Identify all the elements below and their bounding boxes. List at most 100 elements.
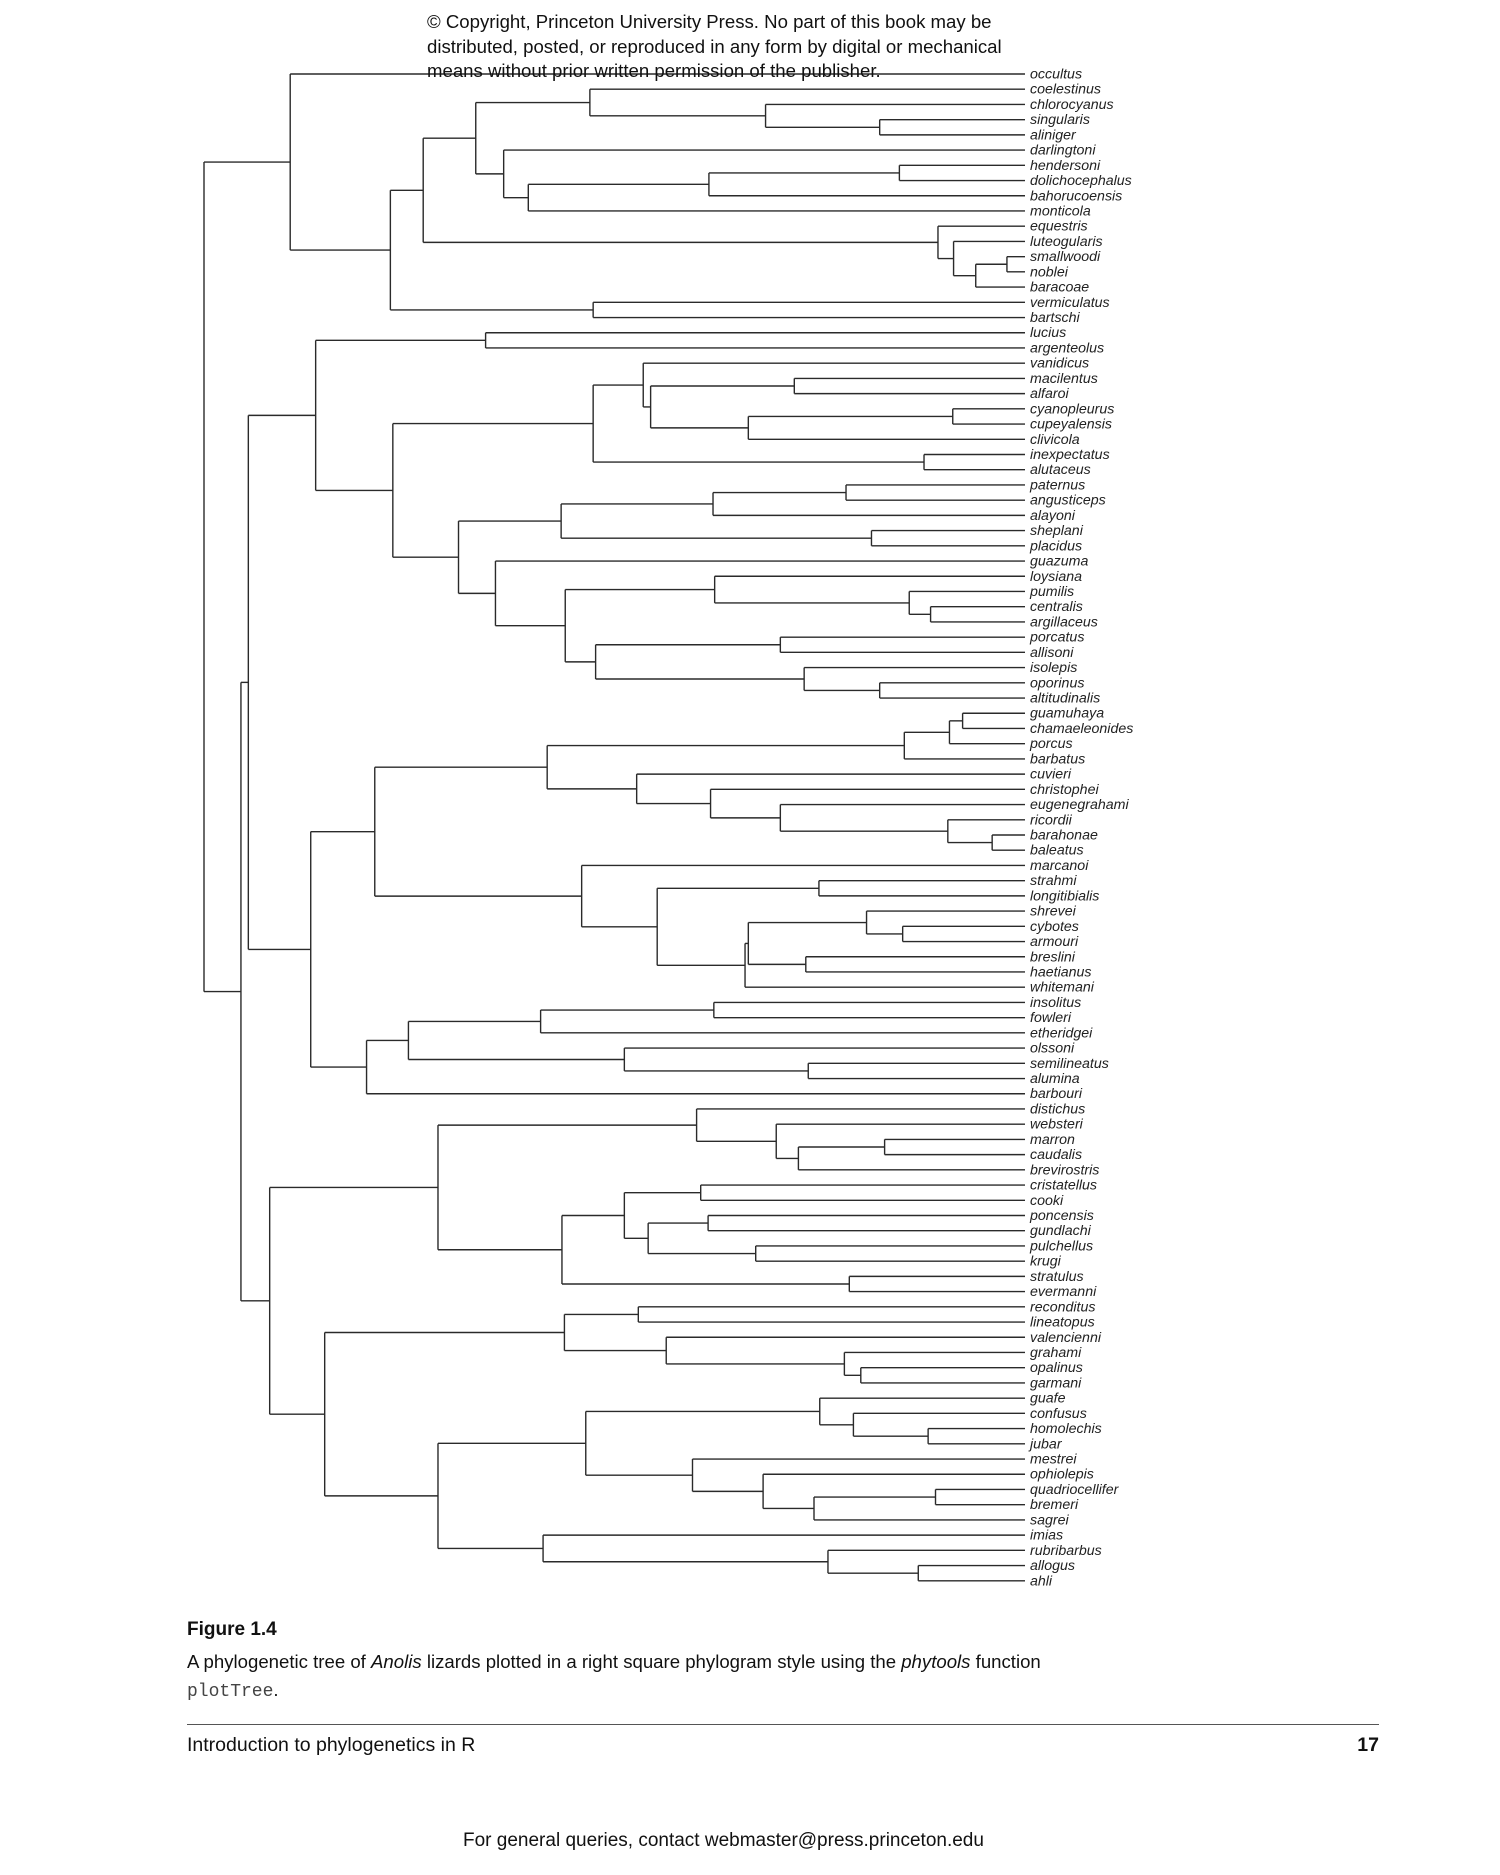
tip-label: eugenegrahami <box>1030 797 1129 813</box>
tip-label: guafe <box>1030 1391 1066 1407</box>
tip-label: websteri <box>1030 1117 1084 1133</box>
tip-label: centralis <box>1030 599 1083 615</box>
tip-label: darlingtoni <box>1030 143 1096 159</box>
tip-label: paternus <box>1029 477 1085 493</box>
tip-label: barahonae <box>1030 828 1098 844</box>
tip-label: barbouri <box>1030 1086 1083 1102</box>
tip-label: alumina <box>1030 1071 1080 1087</box>
caption-text: A phylogenetic tree of <box>187 1651 371 1672</box>
tip-label: semilineatus <box>1030 1056 1109 1072</box>
tip-labels: occultuscoelestinuschlorocyanussingulari… <box>1028 67 1133 1590</box>
tip-label: stratulus <box>1030 1269 1084 1285</box>
tip-label: angusticeps <box>1030 493 1106 509</box>
tip-label: bremeri <box>1030 1497 1079 1513</box>
contact-line: For general queries, contact webmaster@p… <box>463 1830 984 1851</box>
tip-label: distichus <box>1030 1101 1085 1117</box>
tip-label: olssoni <box>1030 1041 1075 1057</box>
tip-label: equestris <box>1030 219 1088 235</box>
tip-label: cyanopleurus <box>1030 401 1114 417</box>
tip-label: brevirostris <box>1030 1162 1099 1178</box>
tip-label: pulchellus <box>1029 1238 1093 1254</box>
tip-label: coelestinus <box>1030 82 1101 98</box>
tip-label: porcus <box>1029 736 1073 752</box>
tip-label: ophiolepis <box>1030 1467 1094 1483</box>
tip-label: whitemani <box>1030 980 1095 996</box>
tip-label: homolechis <box>1030 1421 1102 1437</box>
running-title: Introduction to phylogenetics in R <box>187 1734 476 1756</box>
tip-label: opalinus <box>1030 1360 1083 1376</box>
tip-label: smallwoodi <box>1030 249 1101 265</box>
copyright-line: means without prior written permission o… <box>427 60 881 81</box>
tip-label: marcanoi <box>1030 858 1089 874</box>
tip-label: altitudinalis <box>1030 691 1100 707</box>
footer-rule <box>187 1724 1379 1725</box>
tip-label: guazuma <box>1030 554 1088 570</box>
tip-label: cristatellus <box>1030 1178 1097 1194</box>
tip-label: krugi <box>1030 1254 1062 1270</box>
tip-label: guamuhaya <box>1030 706 1104 722</box>
tip-label: gundlachi <box>1030 1223 1092 1239</box>
tip-label: cupeyalensis <box>1030 417 1112 433</box>
tip-label: christophei <box>1030 782 1099 798</box>
tip-label: cooki <box>1030 1193 1064 1209</box>
copyright-line: © Copyright, Princeton University Press.… <box>427 11 992 32</box>
tip-label: shrevei <box>1030 904 1077 920</box>
tip-label: singularis <box>1030 112 1090 128</box>
tip-label: longitibialis <box>1030 888 1099 904</box>
tip-label: mestrei <box>1030 1452 1077 1468</box>
caption-code: plotTree <box>187 1682 274 1702</box>
tip-label: alfaroi <box>1030 386 1069 402</box>
tip-label: vanidicus <box>1030 356 1089 372</box>
tip-label: loysiana <box>1030 569 1082 585</box>
caption-text: lizards plotted in a right square phylog… <box>421 1651 902 1672</box>
tip-label: marron <box>1030 1132 1075 1148</box>
tip-label: allisoni <box>1030 645 1074 661</box>
tip-label: poncensis <box>1029 1208 1094 1224</box>
tip-label: jubar <box>1028 1436 1063 1452</box>
tip-label: rubribarbus <box>1030 1543 1102 1559</box>
tip-label: valencienni <box>1030 1330 1102 1346</box>
tip-label: noblei <box>1030 264 1069 280</box>
tip-label: monticola <box>1030 203 1091 219</box>
tip-label: quadriocellifer <box>1030 1482 1120 1498</box>
tip-label: confusus <box>1030 1406 1087 1422</box>
tip-label: alutaceus <box>1030 462 1091 478</box>
tip-label: hendersoni <box>1030 158 1101 174</box>
caption-text: . <box>273 1679 279 1700</box>
tip-label: sagrei <box>1030 1512 1069 1528</box>
tip-label: chamaeleonides <box>1030 721 1133 737</box>
tip-label: pumilis <box>1029 584 1074 600</box>
tip-label: macilentus <box>1030 371 1098 387</box>
tip-label: alayoni <box>1030 508 1076 524</box>
tip-label: ahli <box>1030 1573 1053 1589</box>
copyright-line: distributed, posted, or reproduced in an… <box>427 35 1002 57</box>
tip-label: armouri <box>1030 934 1079 950</box>
tip-label: baleatus <box>1030 843 1084 859</box>
copyright-notice: © Copyright, Princeton University Press.… <box>427 10 1002 84</box>
tip-label: isolepis <box>1030 660 1077 676</box>
tip-label: chlorocyanus <box>1030 97 1114 113</box>
tip-label: clivicola <box>1030 432 1080 448</box>
tip-label: argenteolus <box>1030 340 1104 356</box>
tip-label: lineatopus <box>1030 1315 1095 1331</box>
tip-label: insolitus <box>1030 995 1081 1011</box>
tip-label: ricordii <box>1030 812 1073 828</box>
tip-label: oporinus <box>1030 675 1084 691</box>
tip-label: strahmi <box>1030 873 1077 889</box>
tip-label: imias <box>1030 1528 1063 1544</box>
tip-label: grahami <box>1030 1345 1082 1361</box>
tip-label: vermiculatus <box>1030 295 1110 311</box>
tip-label: caudalis <box>1030 1147 1082 1163</box>
tip-label: luteogularis <box>1030 234 1103 250</box>
figure-label: Figure 1.4 <box>187 1619 277 1640</box>
tip-label: aliniger <box>1030 127 1077 143</box>
tip-label: fowleri <box>1030 1010 1072 1026</box>
tip-label: cuvieri <box>1030 767 1072 783</box>
tip-label: haetianus <box>1030 964 1092 980</box>
tip-label: reconditus <box>1030 1299 1095 1315</box>
tip-label: garmani <box>1030 1375 1082 1391</box>
tip-label: barbatus <box>1030 751 1085 767</box>
tip-label: dolichocephalus <box>1030 173 1132 189</box>
tip-label: bahorucoensis <box>1030 188 1122 204</box>
tip-label: allogus <box>1030 1558 1075 1574</box>
